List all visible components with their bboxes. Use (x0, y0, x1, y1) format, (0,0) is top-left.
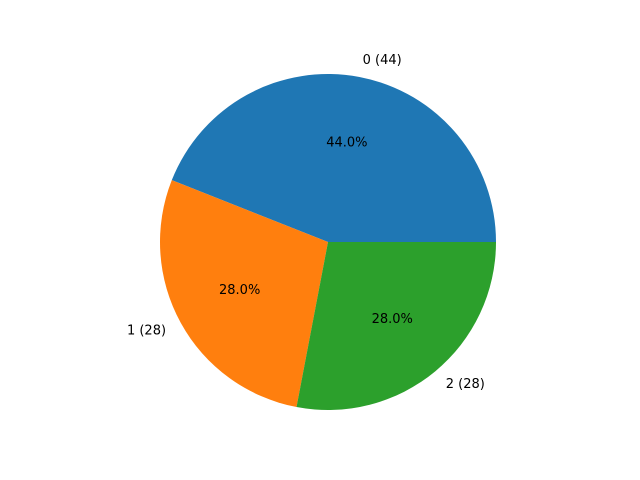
value-label: 28.0% (372, 312, 413, 327)
pie-slice (296, 242, 496, 411)
pie-slice (171, 74, 496, 242)
slice-label: 0 (44) (363, 53, 402, 68)
value-label: 28.0% (219, 283, 260, 298)
pie-slice (159, 180, 328, 408)
slice-label: 2 (28) (446, 377, 485, 392)
slice-label: 1 (28) (127, 324, 166, 339)
value-label: 44.0% (326, 135, 367, 150)
